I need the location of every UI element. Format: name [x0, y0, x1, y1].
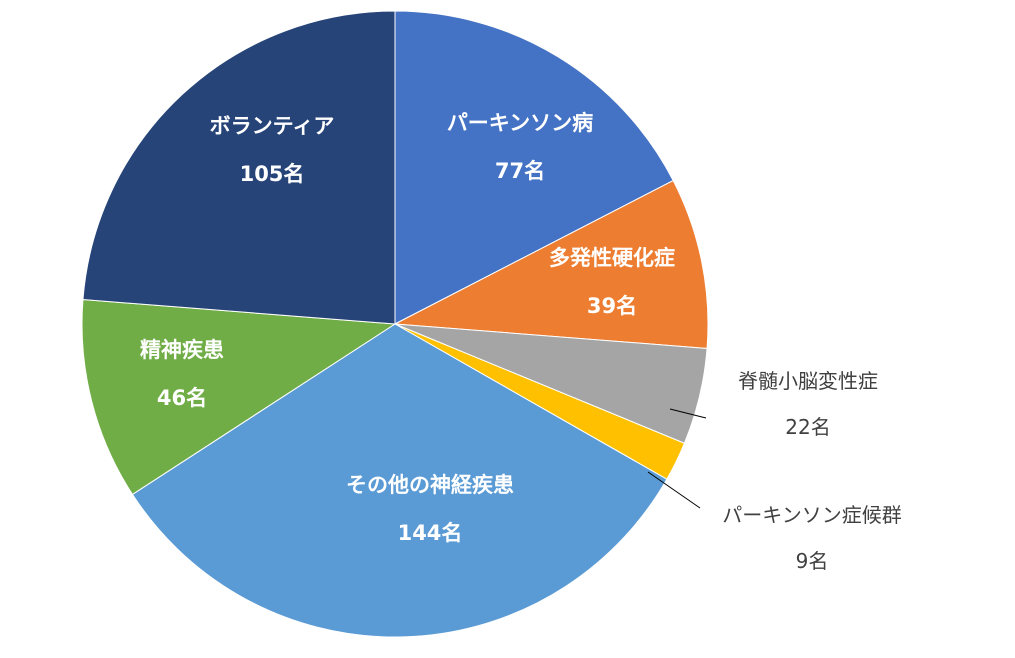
slice-value-label: 46名 — [157, 386, 207, 410]
pie-slice — [394, 10, 674, 325]
leader-line — [669, 408, 707, 419]
slice-value-label: 105名 — [240, 162, 305, 186]
slice-category-label: パーキンソン病 — [447, 111, 593, 135]
leader-line — [647, 471, 701, 509]
leader-lines — [647, 408, 707, 509]
slice-value-label: 77名 — [495, 159, 545, 183]
slice-category-label: 精神疾患 — [140, 338, 224, 362]
slice-value-label: 9名 — [796, 549, 829, 573]
pie-slice — [131, 323, 668, 638]
slice-category-label: ボランティア — [210, 114, 335, 138]
slice-category-label: 多発性硬化症 — [549, 246, 675, 270]
slice-value-label: 22名 — [785, 415, 830, 439]
pie-slice — [82, 10, 396, 325]
slice-value-label: 39名 — [587, 294, 637, 318]
slice-value-label: 144名 — [398, 521, 463, 545]
slice-category-label: 脊髄小脳変性症 — [738, 369, 878, 393]
slice-category-label: パーキンソン症候群 — [722, 503, 901, 527]
pie-slice — [393, 179, 709, 349]
pie-slice — [81, 299, 397, 496]
slice-category-label: その他の神経疾患 — [346, 473, 514, 497]
pie-slices — [81, 10, 709, 638]
